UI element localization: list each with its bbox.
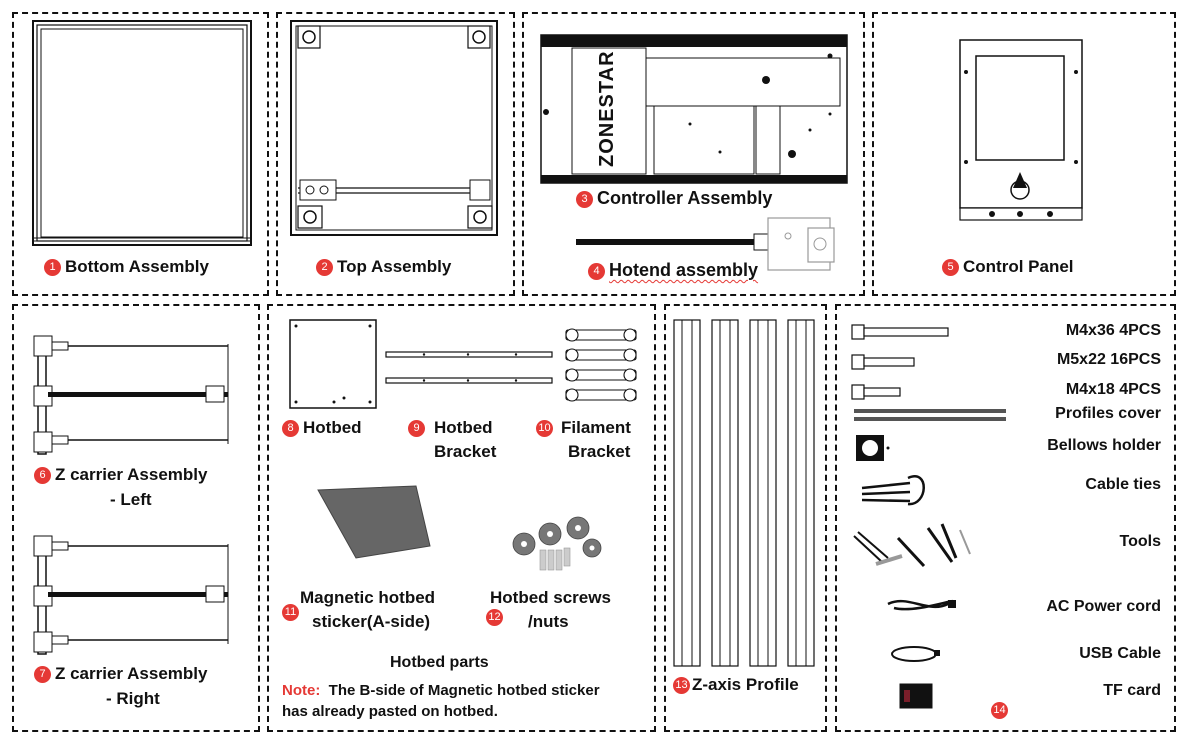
badge-8: 8 (282, 420, 299, 437)
hotend-drawing (576, 217, 835, 271)
accessory-profiles-cover-label: Profiles cover (1055, 405, 1161, 422)
hotbed-bracket-label-line1: 9 Hotbed (408, 416, 493, 440)
badge-14: 14 (991, 702, 1008, 719)
controller-brand-text: ZONESTAR (596, 50, 618, 167)
z-carrier-left-drawing (33, 335, 229, 455)
magnetic-sticker-label-line2: sticker(A-side) (312, 612, 431, 631)
note-label: Note: (282, 682, 321, 699)
accessory-m5x22-label: M5x22 16PCS (1056, 351, 1161, 368)
badge-7: 7 (34, 666, 51, 683)
controller-assembly-drawing (540, 34, 848, 184)
hotbed-screws-drawing (512, 516, 602, 571)
badge-12: 12 (486, 609, 503, 626)
accessory-tools-label: Tools (1119, 533, 1161, 550)
filament-bracket-label-line2: Bracket (568, 442, 631, 461)
filament-bracket-label-line1: 10 Filament (536, 416, 631, 440)
badge-2: 2 (316, 259, 333, 276)
accessory-cable-ties-label: Cable ties (1085, 476, 1161, 493)
control-panel-drawing (959, 39, 1083, 221)
badge-6: 6 (34, 467, 51, 484)
panel-top-assembly (276, 12, 515, 296)
badge-11: 11 (282, 604, 299, 621)
accessory-ac-power-cord-label: AC Power cord (1046, 598, 1161, 615)
badge-3: 3 (576, 191, 593, 208)
z-axis-profile-label: 13 Z-axis Profile (673, 673, 799, 697)
accessory-m4x36-label: M4x36 4PCS (1065, 322, 1161, 339)
z-carrier-right-label-line2: - Right (106, 689, 160, 708)
badge-4: 4 (588, 263, 605, 280)
badge-13: 13 (673, 677, 690, 694)
accessory-tf-card-label: TF card (1103, 682, 1161, 699)
panel-hotbed-parts (267, 304, 656, 732)
hotbed-screws-label-line1: Hotbed screws (490, 588, 611, 607)
hotbed-screws-label-line2: /nuts (528, 612, 569, 631)
hotbed-bracket-drawing (385, 351, 553, 384)
bottom-assembly-drawing (32, 20, 252, 246)
controller-assembly-label: 3 Controller Assembly (576, 186, 772, 210)
filament-bracket-drawing (565, 328, 637, 402)
top-assembly-drawing (290, 20, 498, 236)
badge-5: 5 (942, 259, 959, 276)
panel-z-axis-profile (664, 304, 827, 732)
z-carrier-right-drawing (33, 535, 229, 655)
panel-controller-hotend (522, 12, 865, 296)
panel-bottom-assembly (12, 12, 269, 296)
badge-10: 10 (536, 420, 553, 437)
panel-control-panel (872, 12, 1176, 296)
panel-z-carriers (12, 304, 260, 732)
accessories-drawings (851, 324, 1006, 709)
magnetic-sticker-drawing (317, 485, 431, 559)
hotbed-note-line1: Note: The B-side of Magnetic hotbed stic… (282, 682, 600, 699)
magnetic-sticker-label-line1: Magnetic hotbed (300, 588, 436, 607)
accessory-m4x18-label: M4x18 4PCS (1065, 381, 1161, 398)
accessory-bellows-holder-label: Bellows holder (1047, 437, 1161, 454)
hotbed-bracket-label-line2: Bracket (434, 442, 497, 461)
hotend-assembly-label: 4 Hotend assembly (588, 258, 758, 282)
badge-1: 1 (44, 259, 61, 276)
z-axis-profile-drawing (673, 319, 815, 667)
top-assembly-label: 2 Top Assembly (316, 255, 451, 279)
hotbed-label: 8 Hotbed (282, 416, 362, 440)
control-panel-label: 5 Control Panel (942, 255, 1074, 279)
z-carrier-left-label-line2: - Left (110, 490, 152, 509)
hotbed-drawing (289, 319, 377, 409)
badge-9: 9 (408, 420, 425, 437)
bottom-assembly-label: 1 Bottom Assembly (44, 255, 209, 279)
accessory-usb-cable-label: USB Cable (1079, 645, 1161, 662)
hotbed-parts-title: Hotbed parts (390, 654, 489, 671)
hotbed-note-line2: has already pasted on hotbed. (282, 703, 498, 720)
panel-accessories (835, 304, 1176, 732)
